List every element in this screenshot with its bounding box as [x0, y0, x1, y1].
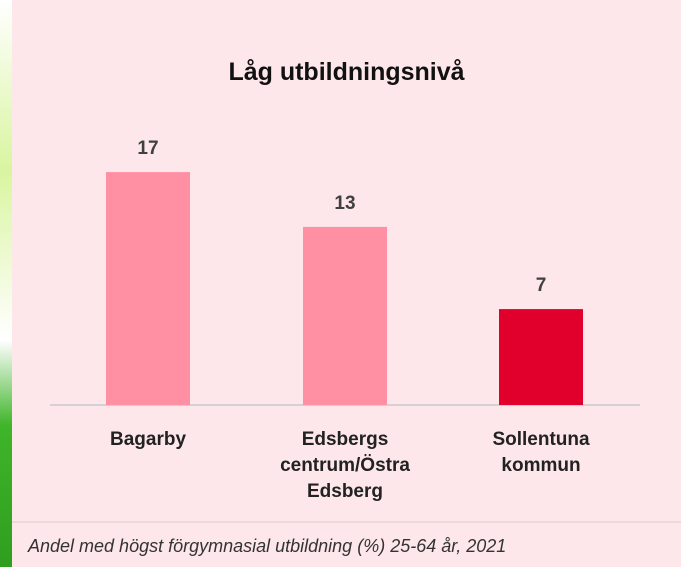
value-label: 13 [334, 193, 355, 214]
category-label: Sollentuna kommun [492, 429, 590, 476]
bar [499, 309, 583, 405]
category-label: Edsbergs centrum/Östra Edsberg [280, 429, 410, 502]
bar [303, 226, 387, 405]
value-label: 7 [536, 275, 547, 296]
caption: Andel med högst förgymnasial utbildning … [28, 536, 507, 556]
left-strip [0, 0, 12, 567]
chart-title: Låg utbildningsnivå [228, 58, 465, 86]
category-label: Bagarby [109, 429, 187, 450]
bar [106, 172, 190, 405]
value-label: 17 [137, 138, 158, 159]
